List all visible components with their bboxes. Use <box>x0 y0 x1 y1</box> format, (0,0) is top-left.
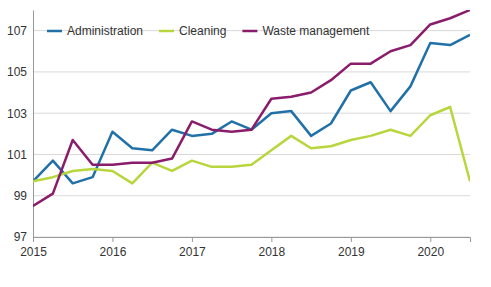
series-line <box>33 35 470 184</box>
y-tick: 97 <box>14 230 33 244</box>
x-tick-mark <box>271 237 272 242</box>
legend-swatch <box>159 30 174 33</box>
y-tick-label: 105 <box>7 65 27 79</box>
legend-label: Administration <box>67 24 143 38</box>
x-tick: 2015 <box>20 237 47 259</box>
grid-line <box>33 71 470 72</box>
grid-line <box>33 113 470 114</box>
legend-item: Administration <box>47 24 143 38</box>
y-tick-label: 99 <box>14 189 28 203</box>
y-tick-label: 101 <box>7 148 27 162</box>
lines <box>33 10 470 206</box>
y-tick: 103 <box>7 107 33 121</box>
chart-svg: 97 99 101 103 105 107 2015 2016 2017 2018 2019 2020… <box>0 0 491 287</box>
y-tick-label: 103 <box>7 107 27 121</box>
x-tick-label: 2015 <box>20 245 47 259</box>
y-tick: 99 <box>14 189 33 203</box>
plot: 97 99 101 103 105 107 2015 2016 2017 2018 2019 2020 <box>7 10 471 259</box>
x-tick-label: 2019 <box>338 245 365 259</box>
y-tick: 105 <box>7 65 33 79</box>
y-axis: 97 99 101 103 105 107 <box>7 11 34 245</box>
x-tick: 2020 <box>417 237 444 259</box>
series-line <box>33 10 470 206</box>
y-tick-label: 97 <box>14 230 28 244</box>
series-line <box>33 107 470 183</box>
y-tick-label: 107 <box>7 24 27 38</box>
grid <box>33 31 470 237</box>
x-tick-mark <box>192 237 193 242</box>
legend-item: Waste management <box>242 24 370 38</box>
legend-swatch <box>47 30 62 33</box>
legend-label: Waste management <box>262 24 370 38</box>
chart-container: 97 99 101 103 105 107 2015 2016 2017 2018 2019 2020… <box>0 0 491 287</box>
x-tick: 2018 <box>259 237 286 259</box>
x-tick: 2019 <box>338 237 365 259</box>
x-tick-label: 2016 <box>100 245 127 259</box>
legend-swatch <box>242 30 257 33</box>
legend-item: Cleaning <box>159 24 226 38</box>
legend: Administration Cleaning Waste management <box>47 24 370 38</box>
x-tick-label: 2017 <box>179 245 206 259</box>
x-axis: 2015 2016 2017 2018 2019 2020 <box>20 237 470 259</box>
grid-line <box>33 195 470 196</box>
y-tick: 107 <box>7 24 33 38</box>
x-tick: 2017 <box>179 237 206 259</box>
legend-label: Cleaning <box>179 24 226 38</box>
x-tick-mark <box>430 237 431 242</box>
x-tick-label: 2018 <box>259 245 286 259</box>
x-tick-mark <box>33 237 34 242</box>
x-tick-mark <box>351 237 352 242</box>
grid-line <box>33 154 470 155</box>
x-tick: 2016 <box>100 237 127 259</box>
y-axis-line <box>33 11 34 238</box>
x-tick-label: 2020 <box>417 245 444 259</box>
y-tick: 101 <box>7 148 33 162</box>
x-axis-line <box>34 238 471 243</box>
x-tick-mark <box>112 237 113 242</box>
